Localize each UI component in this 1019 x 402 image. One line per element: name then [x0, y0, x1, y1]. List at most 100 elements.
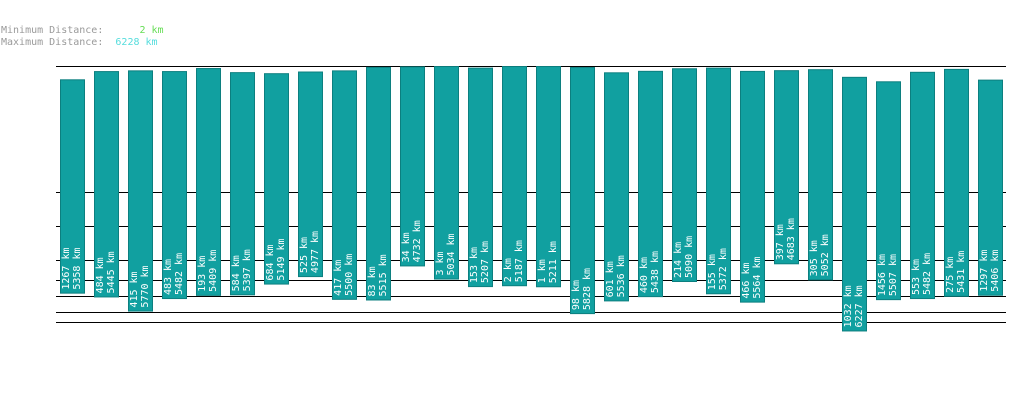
- bar-group: 83 km 5515 km: [366, 66, 391, 301]
- bar-group: 2 km 5187 km: [502, 66, 527, 287]
- bar-far-label: 5445 km: [106, 251, 117, 293]
- bar: [196, 68, 221, 296]
- bar-near-label: 153 km: [469, 247, 480, 283]
- bar: [876, 81, 901, 301]
- bar: [468, 67, 493, 288]
- bar-far-label: 5431 km: [956, 251, 967, 293]
- bar: [502, 66, 527, 287]
- bar: [400, 66, 425, 267]
- bar: [740, 70, 765, 303]
- legend: Minimum Distance: 2 km Maximum Distance:…: [1, 25, 164, 49]
- bar-near-label: 684 km: [265, 244, 276, 280]
- bar: [264, 73, 289, 285]
- bar-group: 1297 km 5406 km: [978, 79, 1003, 296]
- bar-far-label: 5409 km: [208, 250, 219, 292]
- bar-near-label: 1 km: [537, 259, 548, 283]
- bar-group: 1456 km 5507 km: [876, 81, 901, 301]
- bar: [604, 72, 629, 302]
- bar-near-label: 34 km: [401, 232, 412, 262]
- bar-near-label: 484 km: [95, 257, 106, 293]
- bar: [366, 66, 391, 301]
- bar-group: 460 km 5438 km: [638, 70, 663, 298]
- bar-far-label: 5034 km: [446, 233, 457, 275]
- bar-group: 1032 km 6227 km: [842, 76, 867, 332]
- bar: [978, 79, 1003, 296]
- bar-far-label: 5207 km: [480, 241, 491, 283]
- bar-far-label: 5090 km: [684, 236, 695, 278]
- bar-group: 415 km 5770 km: [128, 70, 153, 312]
- bars: 1267 km 5358 km 484 km 5445 km 415 km 5770 km…: [60, 66, 1003, 332]
- max-distance-label: Maximum Distance:: [1, 37, 104, 48]
- bar: [944, 68, 969, 297]
- bar-group: 1 km 5211 km: [536, 66, 561, 288]
- bar-group: 525 km 4977 km: [298, 71, 323, 278]
- bar-near-label: 553 km: [911, 259, 922, 295]
- bar-near-label: 1032 km: [843, 285, 854, 327]
- bar-near-label: 584 km: [231, 255, 242, 291]
- bar: [332, 70, 357, 300]
- bar-group: 601 km 5536 km: [604, 72, 629, 302]
- bar-group: 214 km 5090 km: [672, 68, 697, 282]
- bar-group: 553 km 5482 km: [910, 71, 935, 300]
- bar-near-label: 98 km: [571, 280, 582, 310]
- bar-far-label: 5564 km: [752, 256, 763, 298]
- bar-far-label: 5536 km: [616, 255, 627, 297]
- bar-near-label: 525 km: [299, 237, 310, 273]
- bar-near-label: 397 km: [775, 224, 786, 260]
- bar: [910, 71, 935, 300]
- bar-near-label: 155 km: [707, 254, 718, 290]
- bar: [298, 71, 323, 278]
- bar: [842, 76, 867, 332]
- bar-near-label: 417 km: [333, 260, 344, 296]
- bar-group: 193 km 5409 km: [196, 68, 221, 296]
- bar-group: 397 km 4683 km: [774, 70, 799, 265]
- bar-near-label: 2 km: [503, 258, 514, 282]
- bar-far-label: 5211 km: [548, 241, 559, 283]
- bar-far-label: 5507 km: [888, 254, 899, 296]
- bar-group: 684 km 5149 km: [264, 73, 289, 285]
- bar: [230, 72, 255, 296]
- bar: [94, 71, 119, 298]
- bar-group: 483 km 5482 km: [162, 71, 187, 300]
- bar-group: 305 km 5052 km: [808, 69, 833, 281]
- bar-near-label: 275 km: [945, 257, 956, 293]
- bar-near-label: 601 km: [605, 261, 616, 297]
- bar: [808, 69, 833, 281]
- bar: [774, 70, 799, 265]
- bar-group: 584 km 5397 km: [230, 72, 255, 296]
- bar-far-label: 5482 km: [922, 253, 933, 295]
- bar-far-label: 4977 km: [310, 231, 321, 273]
- bar-group: 98 km 5828 km: [570, 67, 595, 315]
- bar: [672, 68, 697, 282]
- bar-far-label: 5828 km: [582, 268, 593, 310]
- bar-near-label: 305 km: [809, 240, 820, 276]
- bar: [570, 67, 595, 315]
- bar: [434, 66, 459, 280]
- bar-near-label: 3 km: [435, 251, 446, 275]
- bar-group: 1267 km 5358 km: [60, 79, 85, 294]
- bar-far-label: 5406 km: [990, 250, 1001, 292]
- max-distance-value: 6228 km: [115, 37, 158, 48]
- bar-near-label: 214 km: [673, 242, 684, 278]
- bar-near-label: 193 km: [197, 256, 208, 292]
- min-distance-value: 2 km: [139, 25, 164, 36]
- bar-near-label: 1456 km: [877, 254, 888, 296]
- bar-far-label: 4732 km: [412, 220, 423, 262]
- bar-far-label: 5515 km: [378, 254, 389, 296]
- bar-near-label: 483 km: [163, 259, 174, 295]
- bar-far-label: 5187 km: [514, 240, 525, 282]
- bar: [60, 79, 85, 294]
- bar-near-label: 466 km: [741, 262, 752, 298]
- bar-near-label: 1267 km: [61, 247, 72, 289]
- bar-group: 34 km 4732 km: [400, 66, 425, 267]
- bar-near-label: 1297 km: [979, 250, 990, 292]
- bar-near-label: 460 km: [639, 257, 650, 293]
- bar-far-label: 5358 km: [72, 247, 83, 289]
- bar: [536, 66, 561, 288]
- bar-far-label: 5482 km: [174, 253, 185, 295]
- bar: [706, 67, 731, 295]
- bar-group: 155 km 5372 km: [706, 67, 731, 295]
- bar: [638, 70, 663, 298]
- bar-group: 275 km 5431 km: [944, 68, 969, 297]
